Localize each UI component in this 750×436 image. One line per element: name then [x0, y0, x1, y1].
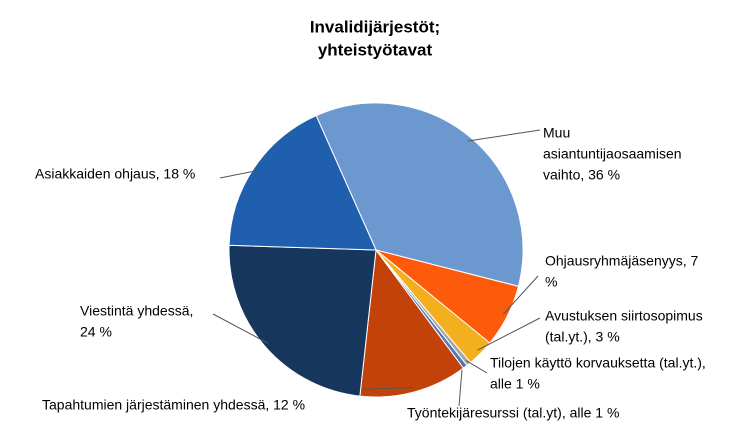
slice-label: Tilojen käyttö korvauksetta (tal.yt.),	[490, 355, 706, 371]
leader-line	[477, 317, 541, 351]
slice-label: Viestintä yhdessä,	[80, 303, 193, 319]
slice-label: Avustuksen siirtosopimus	[545, 308, 703, 324]
slice-label: 24 %	[80, 324, 112, 340]
leader-line	[212, 313, 269, 344]
leader-line	[502, 275, 539, 315]
leader-line	[219, 169, 258, 179]
pie-slice	[359, 248, 465, 398]
slice-label: Asiakkaiden ohjaus, 18 %	[35, 166, 195, 182]
pie-slice	[228, 115, 377, 251]
slice-label: Muu	[543, 125, 570, 141]
slice-label: (tal.yt.), 3 %	[545, 329, 620, 345]
chart-title: Invalidijärjestöt;	[310, 17, 440, 36]
pie-slice	[228, 244, 377, 397]
leader-line	[465, 360, 488, 374]
chart-title: yhteistyötavat	[318, 40, 433, 59]
leader-line	[458, 363, 464, 407]
pie-slice	[315, 102, 524, 287]
slice-label: vaihto, 36 %	[543, 167, 620, 183]
slice-label: alle 1 %	[490, 376, 540, 392]
leader-line	[467, 129, 541, 142]
slice-label: asiantuntijaosaamisen	[543, 146, 682, 162]
slice-label: Ohjausryhmäjäsenyys, 7	[545, 253, 699, 269]
slice-label: %	[545, 274, 557, 290]
slice-label: Tapahtumien järjestäminen yhdessä, 12 %	[42, 397, 305, 413]
slice-label: Työntekijäresurssi (tal.yt), alle 1 %	[407, 405, 619, 421]
